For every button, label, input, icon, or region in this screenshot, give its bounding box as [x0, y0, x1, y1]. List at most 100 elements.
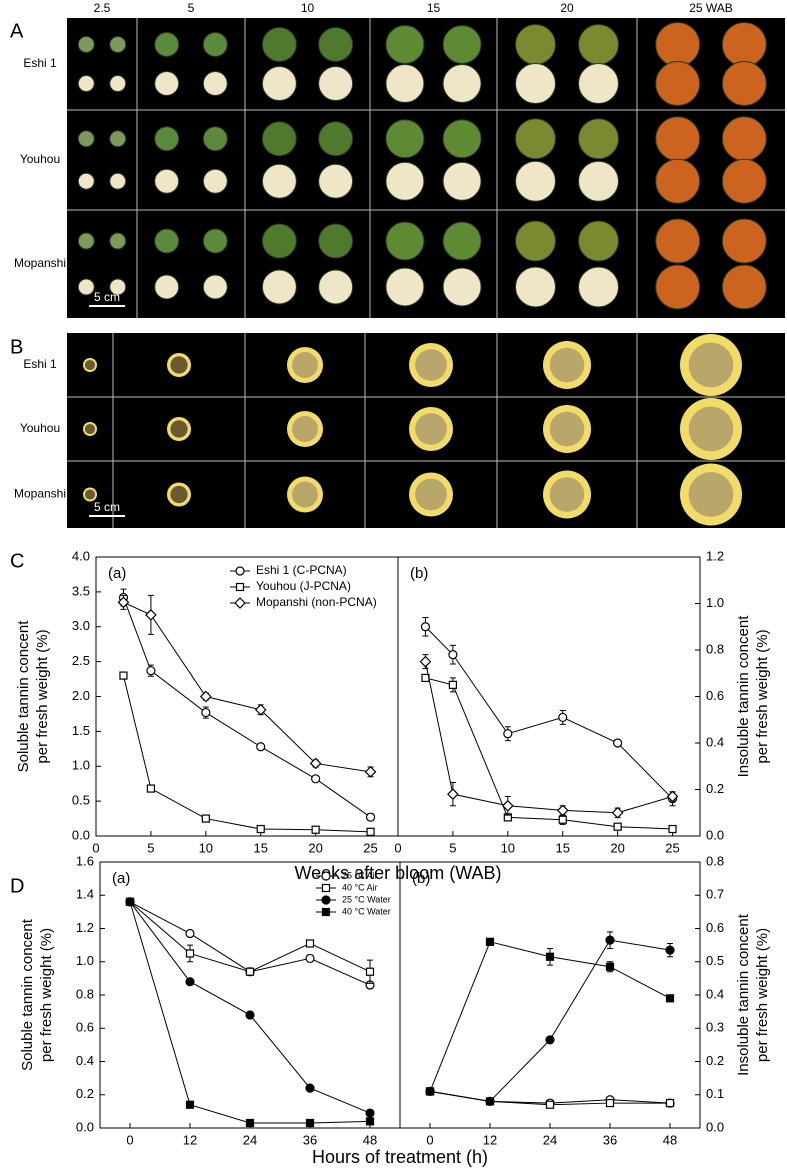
row-label: Youhou [20, 421, 60, 435]
data-point [425, 1087, 435, 1096]
x-tick-label: 10 [199, 840, 213, 855]
data-point [448, 680, 458, 689]
data-point [665, 945, 675, 955]
column-label: 10 [301, 1, 315, 15]
y-tick-label: 1.2 [706, 548, 724, 563]
data-point [447, 788, 459, 800]
fruit-photo [77, 130, 95, 148]
y-tick-label: 1.5 [72, 723, 90, 738]
data-point [665, 1098, 675, 1108]
legend-marker [321, 895, 331, 905]
fruit-photo [261, 223, 297, 259]
column-label: 2.5 [94, 1, 111, 15]
data-point [558, 815, 567, 824]
y-tick-label: 0.4 [76, 1053, 94, 1068]
x-axis-label: Hours of treatment (h) [312, 1147, 488, 1167]
fruit-photo [442, 267, 482, 307]
fruit-photo [578, 220, 619, 262]
legend-marker [234, 597, 246, 609]
fruit-photo [655, 116, 701, 162]
legend-marker [321, 907, 331, 917]
y-tick-label: 0.8 [706, 641, 724, 656]
data-point [245, 1118, 255, 1128]
fruit-photo [385, 161, 425, 201]
fruit-section-core [549, 411, 585, 447]
fruit-photo [442, 64, 482, 104]
fruit-photo [655, 61, 701, 107]
y-tick-label: 0.0 [72, 827, 90, 842]
data-point [501, 799, 514, 812]
y-tick-label: 0.8 [706, 853, 724, 868]
data-point [503, 729, 513, 739]
data-point [245, 967, 255, 976]
data-point [145, 609, 157, 621]
plot-frame [397, 556, 701, 837]
row-label: Eshi 1 [23, 56, 57, 70]
x-tick-label: 36 [303, 1132, 317, 1147]
fruit-photo [154, 71, 180, 97]
data-point [305, 1118, 315, 1128]
fruit-photo [77, 172, 95, 190]
fruit-section-core [549, 477, 585, 512]
fruit-photo [515, 118, 556, 160]
panel-label: D [10, 875, 24, 897]
data-point [419, 655, 432, 668]
fruit-photo [385, 24, 425, 64]
x-tick-label: 12 [183, 1132, 197, 1147]
panel-sublabel: (a) [112, 870, 130, 887]
data-point [199, 690, 212, 703]
y-axis-label: per fresh weight (%) [754, 928, 771, 1062]
fruit-photo [318, 26, 354, 62]
fruit-photo [442, 119, 482, 159]
y-tick-label: 0.0 [76, 1119, 94, 1134]
x-tick-label: 5 [147, 840, 154, 855]
x-tick-label: 0 [126, 1132, 133, 1147]
data-point [311, 825, 320, 834]
series-line [122, 597, 371, 818]
series-line [122, 675, 371, 833]
data-point [185, 977, 195, 987]
x-tick-label: 24 [543, 1132, 557, 1147]
fruit-photo [318, 121, 354, 157]
data-point [485, 1096, 495, 1107]
fruit-photo [578, 63, 619, 105]
data-point [545, 1100, 555, 1109]
fruit-photo [385, 267, 425, 307]
data-point [613, 738, 623, 748]
x-tick-label: 15 [555, 840, 569, 855]
fruit-section-core [292, 416, 318, 442]
legend-label: Youhou (J-PCNA) [256, 579, 351, 593]
fruit-section-core [688, 406, 734, 452]
scale-bar-label: 5 cm [94, 290, 120, 304]
legend-label: 25 °C Air [342, 870, 378, 880]
data-point [605, 935, 615, 945]
legend-marker [321, 871, 331, 881]
fruit-photo [77, 232, 95, 250]
fruit-photo [721, 116, 767, 162]
series-line [129, 901, 371, 1114]
fruit-photo [202, 274, 228, 300]
y-tick-label: 0.6 [706, 688, 724, 703]
x-tick-label: 0 [92, 840, 99, 855]
data-point [665, 994, 675, 1003]
panel-sublabel: (a) [108, 565, 126, 582]
fruit-photo [578, 23, 619, 65]
fruit-photo [109, 35, 127, 53]
fruit-section-core [84, 423, 96, 435]
x-tick-label: 12 [483, 1132, 497, 1147]
row-label: Eshi 1 [23, 357, 57, 371]
x-tick-label: 48 [663, 1132, 677, 1147]
fruit-section-core [415, 478, 447, 511]
fruit-section-core [84, 489, 96, 500]
x-tick-label: 20 [610, 840, 624, 855]
data-point [605, 962, 615, 971]
y-tick-label: 1.6 [76, 853, 94, 868]
y-axis-label: per fresh weight (%) [754, 629, 771, 763]
fruit-photo [154, 168, 180, 194]
series-line [425, 626, 673, 800]
fruit-photo [109, 172, 127, 190]
fruit-photo [721, 158, 767, 204]
fruit-photo [442, 161, 482, 201]
y-tick-label: 0.2 [706, 781, 724, 796]
